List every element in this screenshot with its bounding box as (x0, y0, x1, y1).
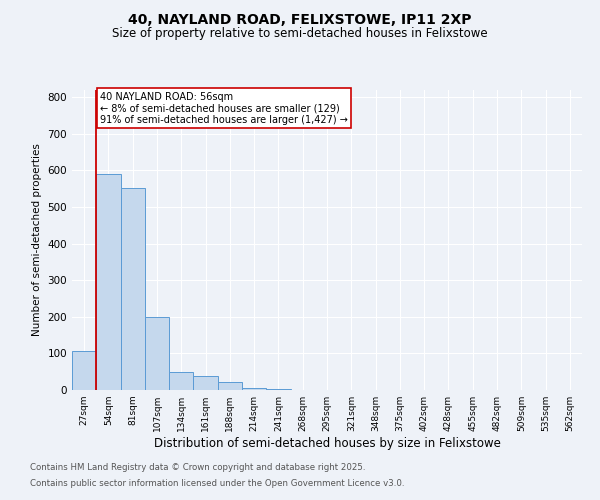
Bar (169, 372, 193, 390)
Text: 40 NAYLAND ROAD: 56sqm
← 8% of semi-detached houses are smaller (129)
91% of sem: 40 NAYLAND ROAD: 56sqm ← 8% of semi-deta… (100, 92, 348, 125)
Bar (218, 382, 242, 390)
Bar (72, 351, 96, 390)
Y-axis label: Number of semi-detached properties: Number of semi-detached properties (32, 144, 42, 336)
Bar (121, 188, 145, 390)
X-axis label: Distribution of semi-detached houses by size in Felixstowe: Distribution of semi-detached houses by … (154, 437, 500, 450)
Bar (193, 376, 218, 390)
Bar (242, 388, 266, 390)
Text: 40, NAYLAND ROAD, FELIXSTOWE, IP11 2XP: 40, NAYLAND ROAD, FELIXSTOWE, IP11 2XP (128, 12, 472, 26)
Text: Size of property relative to semi-detached houses in Felixstowe: Size of property relative to semi-detach… (112, 28, 488, 40)
Bar (96, 174, 121, 390)
Text: Contains HM Land Registry data © Crown copyright and database right 2025.: Contains HM Land Registry data © Crown c… (30, 464, 365, 472)
Text: Contains public sector information licensed under the Open Government Licence v3: Contains public sector information licen… (30, 478, 404, 488)
Bar (145, 317, 169, 390)
